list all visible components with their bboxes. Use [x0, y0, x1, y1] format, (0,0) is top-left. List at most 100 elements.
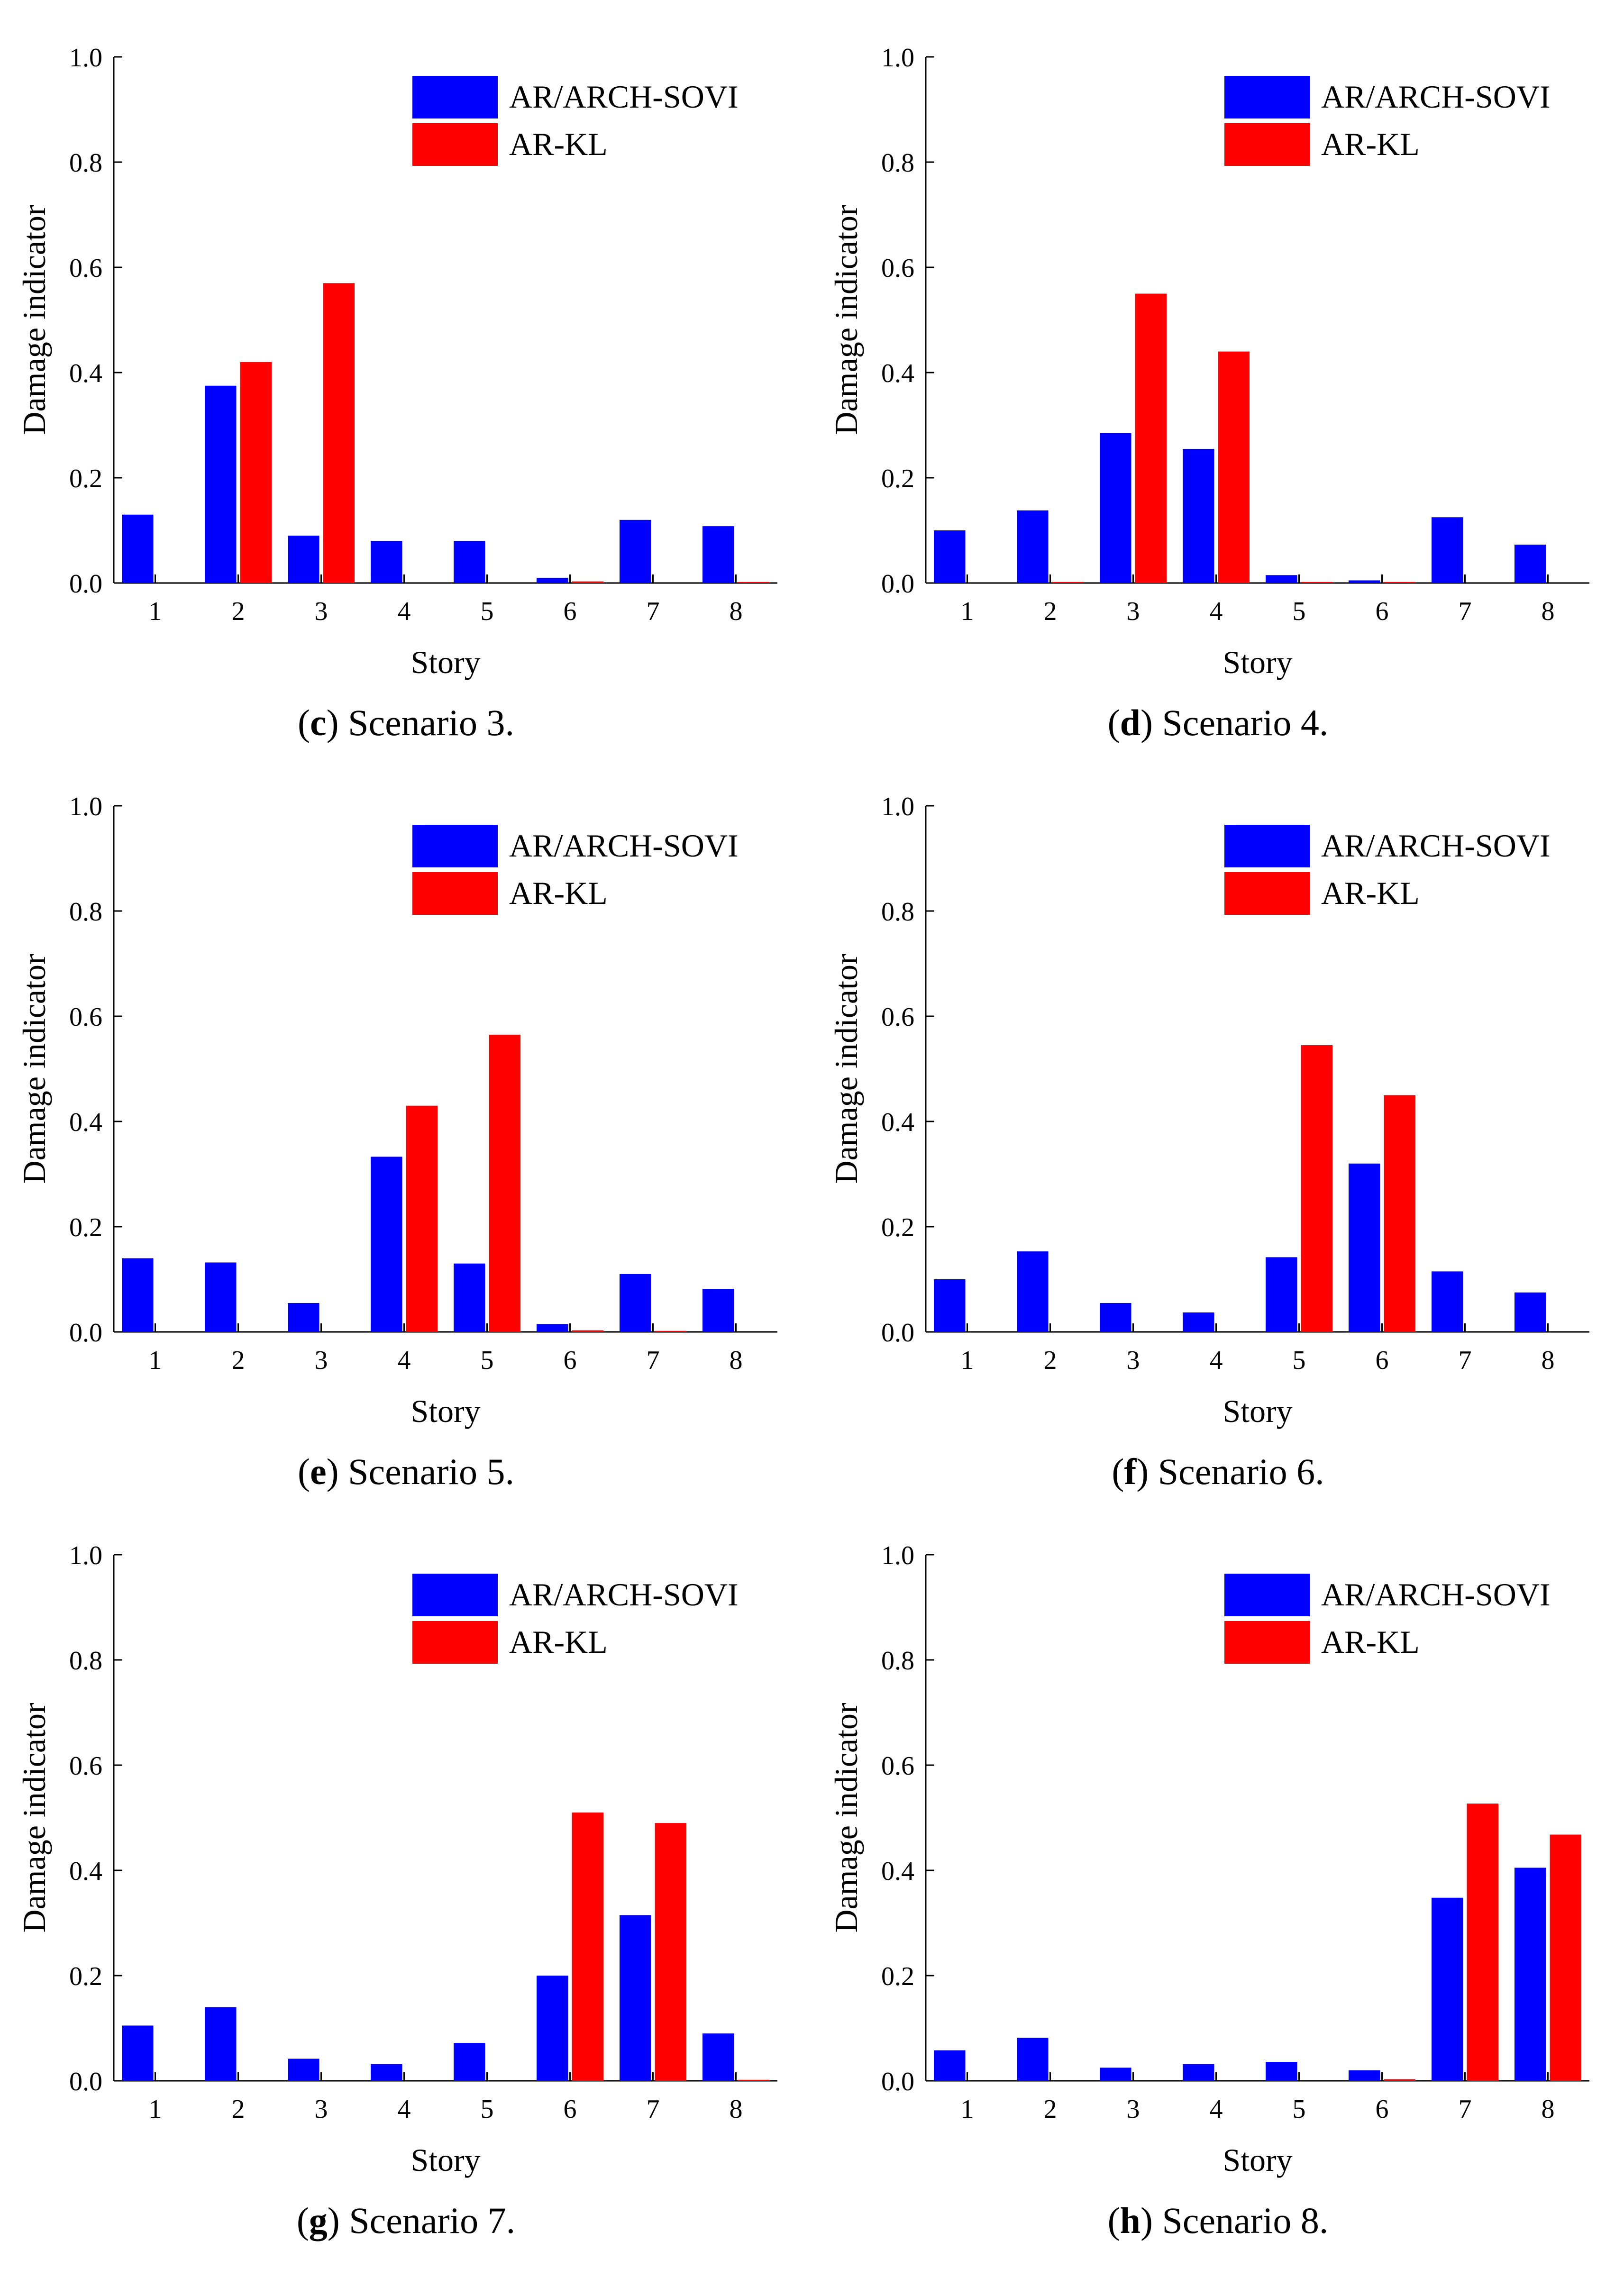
bar-ar-arch-sovi-story-4	[1183, 2064, 1214, 2081]
bar-ar-arch-sovi-story-3	[1100, 1303, 1131, 1332]
bar-ar-arch-sovi-story-1	[934, 2050, 966, 2081]
bar-ar-arch-sovi-story-6	[537, 1324, 568, 1332]
bar-ar-arch-sovi-story-8	[1515, 1868, 1546, 2081]
bar-ar-kl-story-6	[572, 1330, 603, 1332]
legend-swatch	[1224, 1621, 1310, 1664]
legend-label: AR-KL	[1321, 1624, 1420, 1660]
x-tick-label: 3	[1127, 597, 1140, 626]
bar-ar-kl-story-2	[1052, 582, 1084, 583]
y-axis-title: Damage indicator	[16, 205, 52, 435]
y-tick-label: 1.0	[881, 792, 914, 821]
bar-ar-kl-story-6	[1384, 1095, 1415, 1332]
x-axis-title: Story	[411, 644, 480, 680]
legend-swatch	[412, 123, 498, 166]
x-tick-label: 4	[398, 2095, 411, 2124]
y-tick-label: 0.0	[69, 2067, 102, 2096]
bar-ar-kl-story-4	[406, 1105, 438, 1332]
legend-label: AR/ARCH-SOVI	[1321, 79, 1551, 115]
x-tick-label: 7	[1459, 597, 1472, 626]
x-tick-label: 7	[647, 597, 660, 626]
x-tick-label: 5	[1293, 1346, 1306, 1375]
x-axis-title: Story	[1223, 644, 1292, 680]
bar-ar-arch-sovi-story-1	[934, 530, 966, 583]
legend-swatch	[412, 872, 498, 915]
y-tick-label: 0.8	[69, 897, 102, 927]
y-tick-label: 0.2	[881, 1213, 914, 1242]
bar-ar-kl-story-6	[1384, 2079, 1415, 2081]
bar-ar-arch-sovi-story-2	[205, 1262, 237, 1332]
x-tick-label: 3	[315, 597, 328, 626]
x-tick-label: 2	[1044, 1346, 1057, 1375]
bar-ar-arch-sovi-story-1	[122, 2025, 154, 2081]
y-axis-title: Damage indicator	[828, 1703, 864, 1933]
x-tick-label: 8	[730, 597, 743, 626]
x-tick-label: 2	[232, 2095, 245, 2124]
bar-ar-arch-sovi-story-1	[122, 1258, 154, 1332]
y-tick-label: 0.8	[881, 1646, 914, 1676]
bar-ar-arch-sovi-story-2	[1017, 1251, 1049, 1332]
bar-ar-arch-sovi-story-8	[703, 1288, 734, 1332]
bar-ar-arch-sovi-story-7	[1432, 1271, 1463, 1332]
legend-label: AR/ARCH-SOVI	[509, 1576, 739, 1613]
bar-ar-kl-story-6	[572, 581, 603, 583]
bar-ar-arch-sovi-story-5	[454, 541, 485, 583]
figure-caption: (d) Scenario 4.	[1107, 702, 1329, 743]
bar-ar-arch-sovi-story-4	[371, 2064, 402, 2081]
x-tick-label: 8	[730, 2095, 743, 2124]
bar-ar-kl-story-5	[489, 1034, 520, 1332]
bar-ar-arch-sovi-story-6	[1349, 2070, 1380, 2081]
chart-panel-scenario-3: 0.0 0.2 0.4 0.6 0.8 1.0 1 2 3 4 5 6 7 8 Story Damage in…	[0, 0, 812, 743]
bar-ar-arch-sovi-story-2	[1017, 510, 1049, 583]
legend-label: AR/ARCH-SOVI	[1321, 828, 1551, 864]
y-tick-label: 0.0	[881, 569, 914, 599]
bar-ar-arch-sovi-story-7	[620, 1274, 651, 1332]
x-tick-label: 5	[481, 2095, 494, 2124]
y-axis-title: Damage indicator	[16, 954, 52, 1184]
bar-ar-kl-story-8	[738, 2079, 769, 2081]
chart-panel-scenario-8: 0.0 0.2 0.4 0.6 0.8 1.0 1 2 3 4 5 6 7 8 Story Damage in…	[812, 1498, 1624, 2241]
legend-swatch	[1224, 123, 1310, 166]
x-tick-label: 5	[1293, 597, 1306, 626]
bar-ar-arch-sovi-story-3	[288, 2059, 319, 2081]
y-tick-label: 0.2	[881, 464, 914, 493]
bar-ar-arch-sovi-story-5	[454, 1263, 485, 1332]
bar-ar-arch-sovi-story-8	[703, 2033, 734, 2081]
bar-ar-arch-sovi-story-7	[620, 1915, 651, 2081]
legend-swatch	[1224, 1574, 1310, 1616]
bar-ar-arch-sovi-story-5	[1266, 1257, 1297, 1332]
y-tick-label: 0.0	[69, 1318, 102, 1348]
bar-chart: 0.0 0.2 0.4 0.6 0.8 1.0 1 2 3 4 5 6 7 8 Story Damage in…	[16, 792, 777, 1429]
bar-ar-arch-sovi-story-3	[1100, 433, 1131, 583]
x-tick-label: 1	[149, 2095, 162, 2124]
y-tick-label: 0.2	[69, 1213, 102, 1242]
x-axis-title: Story	[1223, 2142, 1292, 2178]
bar-ar-kl-story-8	[738, 582, 769, 583]
y-tick-label: 0.6	[69, 254, 102, 283]
y-axis-title: Damage indicator	[828, 954, 864, 1184]
x-tick-label: 6	[1376, 597, 1389, 626]
chart-panel-scenario-6: 0.0 0.2 0.4 0.6 0.8 1.0 1 2 3 4 5 6 7 8 Story Damage in…	[812, 749, 1624, 1492]
x-tick-label: 4	[1210, 597, 1223, 626]
x-tick-label: 4	[1210, 1346, 1223, 1375]
bar-ar-kl-story-3	[323, 283, 355, 583]
bar-ar-arch-sovi-story-4	[1183, 1312, 1214, 1332]
figure-caption: (h) Scenario 8.	[1107, 2200, 1329, 2241]
y-tick-label: 0.6	[881, 254, 914, 283]
y-tick-label: 0.4	[881, 1108, 914, 1137]
bar-ar-kl-story-7	[655, 1330, 686, 1332]
figure-caption: (c) Scenario 3.	[298, 702, 514, 743]
bar-ar-arch-sovi-story-7	[1432, 1897, 1463, 2081]
legend-swatch	[412, 825, 498, 867]
x-tick-label: 3	[1127, 1346, 1140, 1375]
bar-ar-arch-sovi-story-7	[1432, 517, 1463, 583]
chart-panel-scenario-7: 0.0 0.2 0.4 0.6 0.8 1.0 1 2 3 4 5 6 7 8 Story Damage in…	[0, 1498, 812, 2241]
bar-chart: 0.0 0.2 0.4 0.6 0.8 1.0 1 2 3 4 5 6 7 8 Story Damage in…	[16, 1541, 777, 2178]
bar-chart: 0.0 0.2 0.4 0.6 0.8 1.0 1 2 3 4 5 6 7 8 Story Damage in…	[828, 43, 1589, 680]
bar-ar-arch-sovi-story-6	[1349, 1163, 1380, 1332]
bar-ar-arch-sovi-story-7	[620, 519, 651, 583]
x-axis-title: Story	[411, 2142, 480, 2178]
y-axis-title: Damage indicator	[828, 205, 864, 435]
legend-swatch	[412, 76, 498, 118]
y-tick-label: 0.8	[881, 148, 914, 178]
bar-ar-arch-sovi-story-1	[122, 514, 154, 583]
